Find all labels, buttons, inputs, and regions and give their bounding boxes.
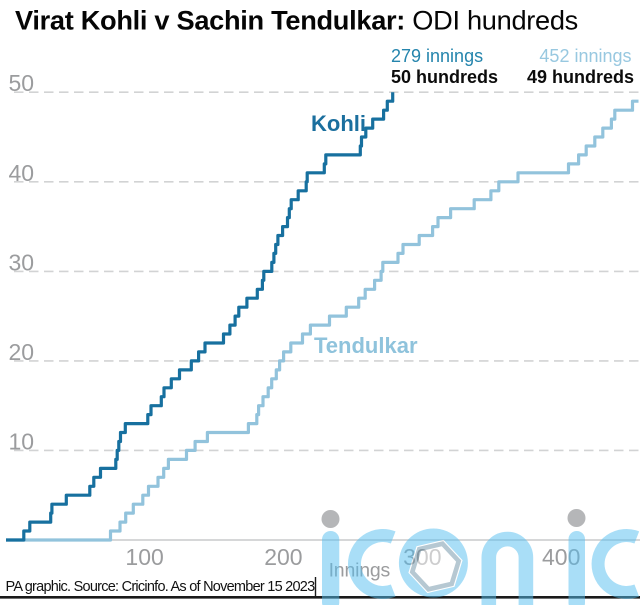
svg-text:40: 40 [9,160,35,186]
svg-text:279 innings: 279 innings [391,46,483,66]
svg-text:50: 50 [9,70,35,96]
svg-text:Kohli: Kohli [311,111,366,136]
svg-text:30: 30 [9,249,35,275]
svg-text:20: 20 [9,339,35,365]
svg-text:100: 100 [125,544,163,570]
svg-text:PA graphic. Source: Cricinfo.: PA graphic. Source: Cricinfo. As of Nove… [6,579,316,595]
svg-text:49 hundreds: 49 hundreds [527,67,634,87]
svg-text:Tendulkar: Tendulkar [314,333,418,358]
svg-text:50 hundreds: 50 hundreds [391,67,498,87]
svg-text:200: 200 [264,544,302,570]
svg-text:10: 10 [9,428,35,454]
svg-text:452 innings: 452 innings [539,46,631,66]
svg-text:Virat Kohli v Sachin Tendulkar: Virat Kohli v Sachin Tendulkar: ODI hund… [15,5,578,36]
